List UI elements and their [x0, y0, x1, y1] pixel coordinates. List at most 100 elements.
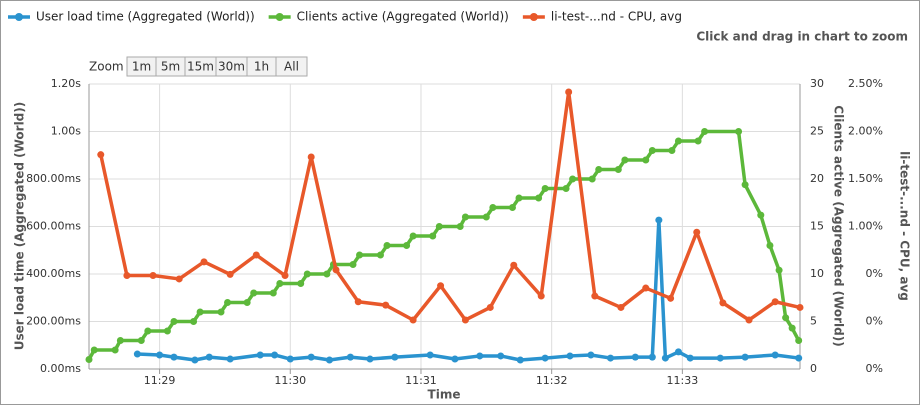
data-point — [476, 352, 484, 360]
data-point — [346, 353, 354, 361]
legend-marker[interactable] — [275, 13, 284, 21]
data-point — [461, 213, 469, 221]
data-point — [191, 356, 199, 364]
y-tick-label: 800.00ms — [26, 172, 81, 185]
zoom-button-label[interactable]: 15m — [187, 60, 214, 74]
data-point — [456, 223, 464, 230]
data-point — [741, 353, 749, 361]
data-point — [796, 303, 804, 311]
legend-label[interactable]: User load time (Aggregated (World)) — [36, 10, 255, 24]
data-point — [771, 351, 779, 359]
zoom-button-label[interactable]: 1m — [132, 60, 151, 74]
data-point — [156, 351, 164, 359]
data-point — [426, 351, 434, 359]
y-tick-label: 1.00s — [51, 125, 81, 138]
legend-label[interactable]: li-test-...nd - CPU, avg — [551, 10, 682, 24]
data-point — [149, 272, 157, 280]
data-point — [587, 351, 595, 359]
data-point — [383, 242, 391, 249]
data-point — [256, 351, 264, 359]
legend-label[interactable]: Clients active (Aggregated (World)) — [297, 10, 509, 24]
data-point — [307, 353, 315, 361]
data-point — [486, 303, 494, 311]
y2-tick-label: 20 — [810, 172, 824, 185]
data-point — [226, 355, 234, 363]
data-point — [565, 88, 573, 96]
data-point — [303, 270, 311, 278]
data-point — [190, 318, 198, 325]
data-point — [217, 308, 225, 316]
data-point — [325, 356, 333, 364]
data-point — [614, 166, 622, 173]
data-point — [745, 316, 753, 324]
zoom-button-label[interactable]: All — [284, 60, 299, 74]
y-tick-label: 200.00ms — [26, 315, 81, 328]
data-point — [661, 354, 669, 362]
data-point — [200, 258, 208, 266]
data-point — [735, 128, 743, 135]
data-point — [133, 350, 141, 358]
y3-tick-label: 0% — [866, 314, 883, 327]
data-point — [516, 356, 524, 364]
data-point — [170, 318, 178, 325]
data-point — [356, 251, 364, 259]
data-point — [366, 355, 374, 363]
data-point — [196, 308, 204, 316]
y2-axis-title: Clients active (Aggregated (World)) — [832, 105, 846, 346]
data-point — [508, 204, 516, 211]
data-point — [795, 354, 803, 362]
data-point — [243, 299, 251, 306]
data-point — [85, 356, 93, 363]
data-point — [252, 251, 260, 259]
zoom-button[interactable] — [275, 56, 308, 77]
data-point — [719, 299, 727, 307]
zoom-label: Zoom — [89, 60, 124, 74]
data-point — [437, 282, 445, 290]
data-point — [276, 280, 284, 287]
zoom-button-label[interactable]: 30m — [218, 60, 245, 74]
legend-marker[interactable] — [529, 13, 538, 21]
data-point — [788, 324, 796, 332]
data-point — [716, 354, 724, 362]
data-point — [782, 314, 790, 322]
data-point — [97, 151, 105, 159]
y-tick-label: 1.20s — [51, 77, 81, 90]
zoom-hint: Click and drag in chart to zoom — [696, 30, 908, 44]
data-point — [588, 175, 596, 183]
data-point — [541, 354, 549, 362]
x-tick-label: 11:33 — [667, 374, 699, 387]
data-point — [510, 261, 518, 269]
legend-marker[interactable] — [15, 13, 23, 21]
data-point — [569, 175, 577, 183]
y-tick-label: 600.00ms — [26, 220, 81, 233]
data-point — [307, 153, 315, 161]
data-point — [269, 289, 277, 297]
data-point — [591, 292, 599, 300]
data-point — [349, 261, 357, 268]
y-tick-label: 0.00ms — [40, 362, 81, 375]
data-point — [376, 251, 384, 259]
data-point — [497, 352, 505, 360]
data-point — [668, 147, 676, 154]
x-tick-label: 11:29 — [144, 374, 176, 387]
y2-tick-label: 0 — [810, 362, 817, 375]
y3-tick-label: 0% — [866, 362, 883, 375]
data-point — [271, 351, 279, 359]
y2-tick-label: 10 — [810, 267, 824, 280]
data-point — [621, 156, 629, 164]
y-tick-label: 400.00ms — [26, 267, 81, 280]
data-point — [409, 316, 417, 324]
data-point — [694, 137, 702, 145]
data-point — [175, 275, 183, 283]
data-point — [642, 284, 650, 292]
y3-tick-label: 2.50% — [848, 77, 883, 90]
data-point — [137, 337, 145, 344]
data-point — [429, 232, 437, 240]
zoom-button-label[interactable]: 5m — [161, 60, 180, 74]
zoom-button-label[interactable]: 1h — [254, 60, 269, 74]
data-point — [226, 270, 234, 278]
data-point — [391, 353, 399, 361]
x-axis-title: Time — [428, 388, 461, 402]
y3-tick-label: 0% — [866, 267, 883, 280]
data-point — [757, 211, 765, 219]
